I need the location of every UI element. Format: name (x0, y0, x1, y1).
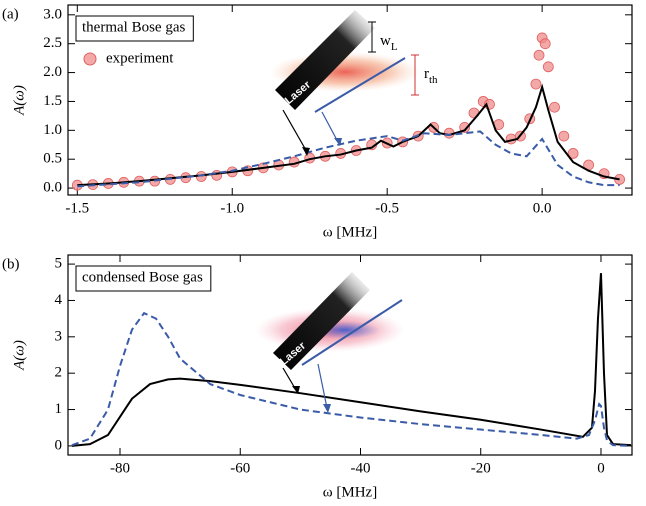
y-tick-label: 1.5 (43, 93, 62, 109)
inset-b: Laser (255, 272, 405, 413)
x-tick-label: -80 (110, 460, 130, 476)
legend-label: experiment (106, 50, 174, 66)
series-line (77, 130, 620, 188)
probe-line (314, 57, 406, 113)
legend-marker (83, 52, 97, 66)
arrow-head (323, 404, 331, 413)
plot-area (71, 273, 632, 447)
annotation-box (75, 15, 194, 42)
probe-line (301, 299, 403, 366)
panel: -80 -60 -40 -20 0 0 1 2 3 4 5 (b) A(ω) ω [MHz] condens… (2, 254, 633, 500)
rth-sub: th (429, 74, 438, 86)
wl-label: wL (380, 33, 398, 52)
annotation: thermal Bose gas (82, 19, 185, 35)
plot-frame (67, 254, 633, 456)
x-tick-label: -60 (230, 460, 250, 476)
x-axis-label: ω [MHz] (323, 224, 377, 240)
pointer-arrow (317, 363, 328, 409)
plot-area (71, 32, 626, 191)
x-tick-label: -1.0 (220, 200, 244, 216)
wl-main: w (380, 33, 391, 49)
y-tick-label: 3 (55, 328, 63, 344)
x-tick-label: 0.0 (533, 200, 552, 216)
panel-label: (a) (2, 6, 19, 22)
rth-main: r (424, 66, 429, 82)
panel: -1.5 -1.0 -0.5 0.0 0.0 0.5 1.0 1.5 2.0 2.5 3.0 (a) A… (2, 4, 633, 240)
data-point (567, 148, 579, 159)
x-tick-label: -1.5 (65, 200, 89, 216)
laser-beam (273, 272, 370, 370)
series-line (71, 273, 632, 447)
y-tick-label: 2 (55, 365, 63, 381)
x-tick-label: -20 (471, 460, 491, 476)
data-point (542, 61, 554, 73)
data-point (539, 38, 551, 50)
y-tick-label: 5 (55, 256, 63, 272)
y-tick-label: 0.5 (43, 151, 62, 167)
series-line (71, 311, 632, 447)
y-tick-label: 1.0 (43, 122, 62, 138)
pointer-arrow (282, 109, 308, 153)
y-tick-label: 4 (55, 292, 63, 308)
data-point (530, 78, 542, 90)
wl-sub: L (391, 41, 398, 53)
rth-label: rth (424, 66, 438, 85)
data-point (459, 122, 471, 133)
x-axis-label: ω [MHz] (323, 484, 377, 500)
y-tick-label: 0.0 (43, 180, 62, 196)
plot-frame (67, 4, 633, 196)
arrow-head (292, 386, 300, 394)
y-tick-label: 2.5 (43, 35, 62, 51)
series-line (77, 83, 620, 187)
data-point (549, 101, 560, 113)
inset-a: Laser wL rth (270, 10, 438, 156)
y-axis-label: A(ω) (11, 340, 27, 371)
y-tick-label: 3.0 (43, 6, 62, 22)
annotation: condensed Bose gas (82, 269, 203, 285)
arrow-head (334, 138, 342, 146)
y-tick-label: 0 (55, 437, 63, 453)
y-tick-label: 2.0 (43, 64, 62, 80)
x-tick-label: 0 (597, 460, 605, 476)
annotation-box (75, 265, 212, 292)
data-point (558, 130, 570, 142)
data-point (533, 49, 545, 61)
pointer-arrow (321, 111, 339, 143)
x-tick-label: -40 (350, 460, 370, 476)
laser-beam (275, 10, 375, 110)
y-axis-label: A(ω) (11, 85, 27, 116)
x-tick-label: -0.5 (375, 200, 399, 216)
arrow-head (302, 147, 310, 156)
panel-label: (b) (2, 256, 20, 272)
y-tick-label: 1 (55, 401, 63, 417)
